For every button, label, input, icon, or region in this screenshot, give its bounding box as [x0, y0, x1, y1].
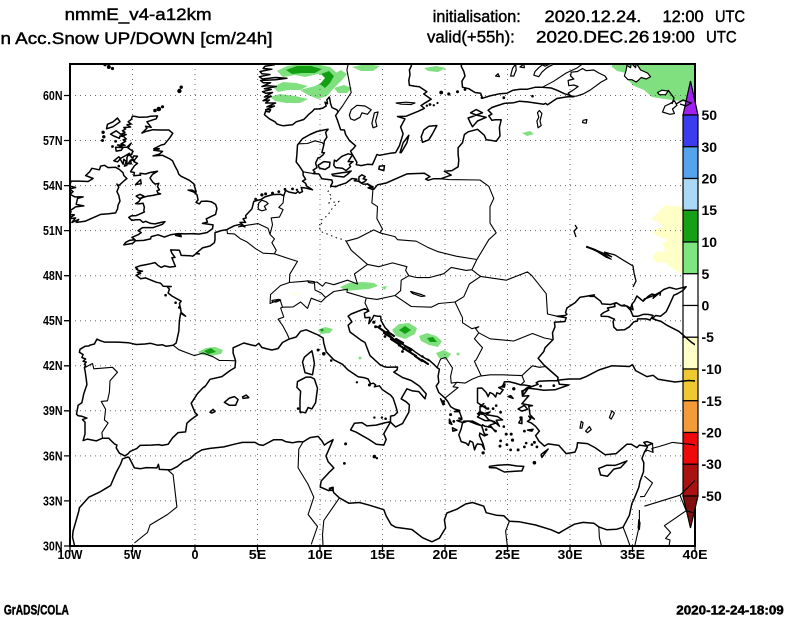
- svg-text:0: 0: [192, 547, 199, 562]
- svg-text:30N: 30N: [43, 538, 63, 553]
- svg-text:-30: -30: [702, 456, 722, 472]
- svg-text:5E: 5E: [249, 547, 267, 562]
- svg-text:45N: 45N: [43, 313, 63, 328]
- svg-text:54N: 54N: [43, 178, 63, 193]
- svg-text:39N: 39N: [43, 403, 63, 418]
- svg-text:-10: -10: [702, 361, 722, 377]
- svg-text:UTC: UTC: [715, 7, 745, 26]
- svg-text:12:00: 12:00: [663, 7, 704, 26]
- svg-text:UTC: UTC: [706, 27, 737, 46]
- svg-text:25E: 25E: [495, 547, 520, 562]
- svg-text:nmmE_v4-a12km: nmmE_v4-a12km: [65, 5, 212, 24]
- svg-text:2020.DEC.26: 2020.DEC.26: [536, 27, 649, 46]
- svg-text:15E: 15E: [370, 547, 395, 562]
- svg-text:20: 20: [702, 171, 718, 187]
- svg-text:5: 5: [702, 266, 710, 282]
- svg-text:30E: 30E: [558, 547, 583, 562]
- svg-text:40E: 40E: [683, 547, 708, 562]
- svg-text:36N: 36N: [43, 448, 63, 463]
- svg-text:-50: -50: [702, 488, 722, 504]
- svg-text:initialisation:: initialisation:: [433, 7, 521, 26]
- svg-text:0: 0: [702, 298, 710, 314]
- svg-text:51N: 51N: [43, 223, 63, 238]
- svg-text:5W: 5W: [124, 547, 142, 562]
- svg-text:2020-12-24-18:09: 2020-12-24-18:09: [676, 602, 784, 617]
- svg-text:-15: -15: [702, 393, 722, 409]
- svg-text:10: 10: [702, 234, 718, 250]
- svg-text:15: 15: [702, 202, 718, 218]
- svg-text:19:00: 19:00: [652, 27, 695, 46]
- svg-text:50: 50: [702, 107, 718, 123]
- svg-text:57N: 57N: [43, 133, 63, 148]
- svg-text:10E: 10E: [308, 547, 333, 562]
- svg-text:-5: -5: [702, 329, 715, 345]
- svg-text:35E: 35E: [620, 547, 645, 562]
- svg-text:GrADS/COLA: GrADS/COLA: [4, 603, 69, 618]
- svg-text:n Acc.Snow UP/DOWN [cm/24h]: n Acc.Snow UP/DOWN [cm/24h]: [1, 29, 273, 48]
- svg-text:42N: 42N: [43, 358, 63, 373]
- svg-text:-20: -20: [702, 425, 722, 441]
- svg-text:30: 30: [702, 139, 718, 155]
- svg-text:valid(+55h):: valid(+55h):: [427, 27, 515, 46]
- svg-text:48N: 48N: [43, 268, 63, 283]
- svg-text:33N: 33N: [43, 493, 63, 508]
- svg-text:20E: 20E: [433, 547, 458, 562]
- svg-text:60N: 60N: [43, 88, 63, 103]
- svg-text:10W: 10W: [58, 547, 84, 562]
- svg-text:2020.12.24.: 2020.12.24.: [545, 7, 642, 26]
